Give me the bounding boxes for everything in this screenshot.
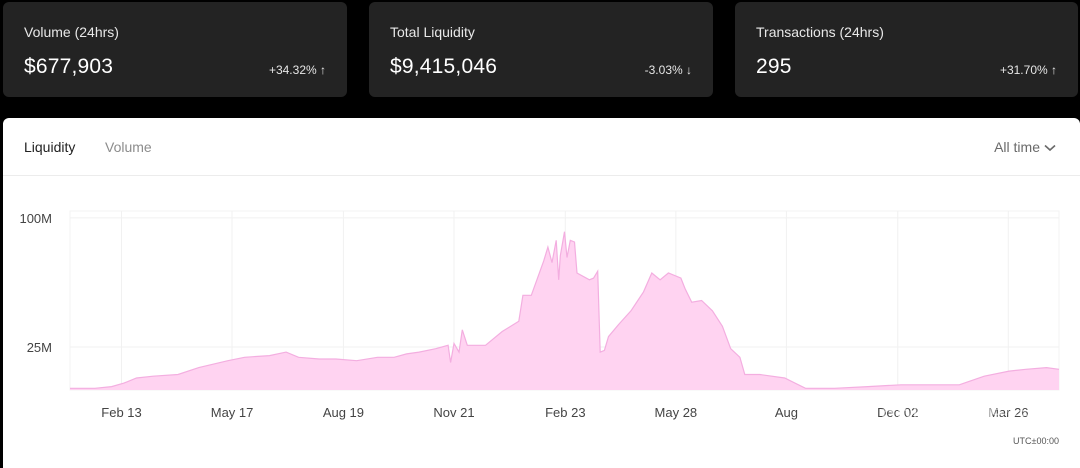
liquidity-label: Total Liquidity [390, 24, 475, 40]
chart-panel: Liquidity Volume All time 100M 25M Feb 13 M… [3, 118, 1080, 468]
chart-tabs: Liquidity Volume All time [3, 118, 1080, 176]
transactions-change: +31.70% ↑ [999, 63, 1057, 77]
watermark-text: DappRadar榜单 [846, 400, 1034, 428]
tab-liquidity[interactable]: Liquidity [24, 139, 76, 155]
y-tick-label: 25M [27, 340, 52, 355]
liquidity-change: -3.03% ↓ [644, 63, 692, 77]
liquidity-area [70, 231, 1059, 390]
tab-volume[interactable]: Volume [105, 139, 152, 155]
x-tick-label: May 28 [655, 405, 698, 420]
volume-change: +34.32% ↑ [268, 63, 326, 77]
x-tick-label: Mar 26 [988, 405, 1028, 420]
x-tick-label: Aug 19 [323, 405, 364, 420]
time-range-dropdown[interactable]: All time [994, 139, 1056, 155]
liquidity-line [70, 231, 1060, 389]
transactions-value: 295 [756, 55, 792, 78]
x-tick-label: Dec 02 [877, 405, 918, 420]
time-range-label: All time [994, 139, 1040, 155]
chevron-down-icon [1044, 145, 1056, 152]
volume-card: Volume (24hrs) $677,903 +34.32% ↑ [3, 2, 347, 97]
liquidity-card: Total Liquidity $9,415,046 -3.03% ↓ [369, 2, 713, 97]
transactions-card: Transactions (24hrs) 295 +31.70% ↑ [735, 2, 1078, 97]
timezone-label: UTC±00:00 [1013, 436, 1059, 446]
x-tick-label: May 17 [211, 405, 254, 420]
wechat-icon [812, 403, 842, 426]
x-tick-label: Aug [775, 405, 798, 420]
transactions-label: Transactions (24hrs) [756, 24, 884, 40]
x-tick-label: Feb 13 [101, 405, 141, 420]
volume-label: Volume (24hrs) [24, 24, 119, 40]
x-tick-label: Nov 21 [433, 405, 474, 420]
liquidity-chart: 100M 25M Feb 13 May 17 Aug 19 Nov 21 Feb 23 May… [19, 210, 1060, 420]
watermark: DappRadar榜单 [812, 394, 1034, 429]
y-tick-label: 100M [19, 211, 52, 226]
x-tick-label: Feb 23 [545, 405, 585, 420]
liquidity-value: $9,415,046 [390, 55, 498, 78]
volume-value: $677,903 [24, 55, 114, 78]
